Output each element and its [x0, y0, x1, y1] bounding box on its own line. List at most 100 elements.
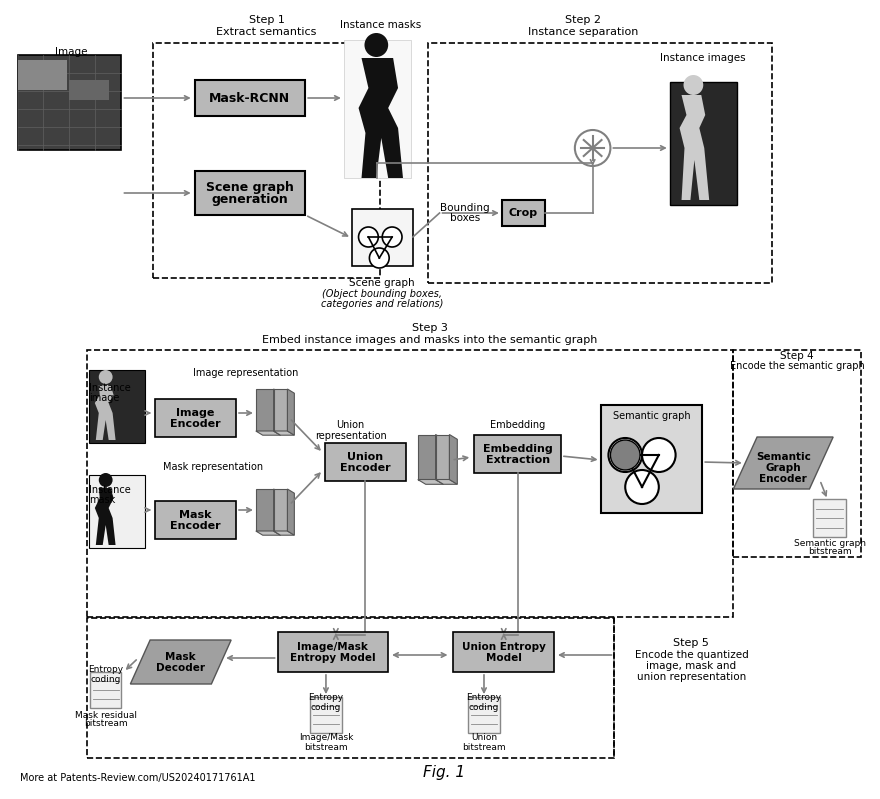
Text: Graph: Graph — [766, 463, 801, 473]
Text: Encoder: Encoder — [341, 463, 391, 473]
FancyBboxPatch shape — [194, 171, 305, 215]
Text: Encoder: Encoder — [170, 419, 221, 429]
Text: Encode the semantic graph: Encode the semantic graph — [730, 361, 864, 371]
Polygon shape — [274, 531, 294, 535]
Text: Entropy Model: Entropy Model — [290, 653, 376, 663]
Bar — [670, 82, 737, 205]
Text: Mask residual: Mask residual — [75, 710, 136, 720]
Bar — [733, 350, 862, 557]
Polygon shape — [130, 640, 231, 684]
FancyBboxPatch shape — [310, 697, 341, 733]
FancyBboxPatch shape — [418, 435, 436, 479]
Polygon shape — [358, 58, 403, 178]
Text: Entropy: Entropy — [308, 694, 343, 702]
Text: union representation: union representation — [637, 672, 746, 682]
FancyBboxPatch shape — [436, 435, 450, 479]
Circle shape — [382, 227, 402, 247]
Circle shape — [608, 438, 642, 472]
Text: Image: Image — [176, 408, 215, 418]
Text: boxes: boxes — [450, 213, 480, 223]
Polygon shape — [418, 479, 444, 484]
Text: Scene graph: Scene graph — [206, 181, 294, 194]
Bar — [153, 43, 380, 278]
Text: Encoder: Encoder — [759, 474, 807, 484]
Text: categories and relations): categories and relations) — [321, 299, 444, 309]
Text: bitstream: bitstream — [304, 742, 348, 752]
Text: image, mask and: image, mask and — [646, 661, 737, 671]
Circle shape — [99, 370, 113, 384]
Text: Decoder: Decoder — [157, 663, 205, 673]
Text: Instance masks: Instance masks — [340, 20, 421, 30]
Bar — [87, 350, 733, 617]
Text: Union: Union — [336, 420, 365, 430]
Polygon shape — [274, 489, 281, 535]
Bar — [89, 370, 145, 443]
FancyBboxPatch shape — [468, 697, 500, 733]
Text: Semantic: Semantic — [756, 452, 810, 462]
Text: Union: Union — [348, 452, 384, 462]
Text: Embedding: Embedding — [483, 444, 553, 454]
Polygon shape — [288, 389, 294, 435]
Text: Step 4: Step 4 — [781, 351, 814, 361]
Circle shape — [364, 33, 388, 57]
Text: coding: coding — [91, 674, 121, 683]
FancyBboxPatch shape — [90, 672, 121, 708]
FancyBboxPatch shape — [474, 435, 561, 473]
Polygon shape — [450, 435, 458, 484]
Polygon shape — [436, 435, 444, 484]
Text: Entropy: Entropy — [466, 694, 502, 702]
Text: coding: coding — [311, 702, 341, 711]
Text: Step 2: Step 2 — [565, 15, 601, 25]
Text: mask: mask — [89, 495, 115, 505]
Text: Mask: Mask — [165, 652, 196, 662]
Text: Scene graph: Scene graph — [349, 278, 415, 288]
Text: Image representation: Image representation — [193, 368, 298, 378]
Text: Encode the quantized: Encode the quantized — [634, 650, 748, 660]
Text: Semantic graph: Semantic graph — [613, 411, 691, 421]
FancyBboxPatch shape — [813, 499, 846, 537]
FancyBboxPatch shape — [194, 80, 305, 116]
FancyBboxPatch shape — [274, 489, 288, 531]
Text: Instance separation: Instance separation — [528, 27, 638, 37]
Text: Semantic graph: Semantic graph — [794, 539, 866, 547]
Bar — [18, 55, 121, 150]
Circle shape — [575, 130, 611, 166]
Bar — [87, 618, 614, 758]
Text: bitstream: bitstream — [462, 742, 506, 752]
Polygon shape — [679, 95, 709, 200]
Text: Instance images: Instance images — [661, 53, 746, 63]
Circle shape — [358, 227, 378, 247]
Text: Embed instance images and masks into the semantic graph: Embed instance images and masks into the… — [262, 335, 598, 345]
Text: bitstream: bitstream — [84, 720, 128, 729]
Bar — [89, 475, 145, 548]
Text: Image/Mask: Image/Mask — [299, 733, 353, 742]
Text: Mask-RCNN: Mask-RCNN — [209, 92, 290, 105]
Text: Mask representation: Mask representation — [163, 462, 263, 472]
FancyBboxPatch shape — [274, 389, 288, 431]
Polygon shape — [256, 431, 281, 435]
Polygon shape — [436, 479, 458, 484]
Text: bitstream: bitstream — [808, 547, 852, 556]
Text: Extraction: Extraction — [486, 455, 550, 465]
FancyBboxPatch shape — [256, 489, 274, 531]
Text: Fig. 1: Fig. 1 — [423, 765, 466, 781]
FancyBboxPatch shape — [453, 632, 554, 672]
Circle shape — [684, 75, 703, 95]
Text: Entropy: Entropy — [88, 666, 123, 674]
Text: representation: representation — [315, 431, 386, 441]
Bar — [344, 40, 411, 178]
Bar — [70, 80, 108, 100]
Text: Step 3: Step 3 — [412, 323, 448, 333]
Text: coding: coding — [469, 702, 499, 711]
Text: Mask: Mask — [180, 510, 212, 520]
Polygon shape — [288, 489, 294, 535]
FancyBboxPatch shape — [325, 443, 406, 481]
FancyBboxPatch shape — [155, 501, 236, 539]
Circle shape — [642, 438, 676, 472]
Bar — [352, 209, 413, 266]
Text: Extract semantics: Extract semantics — [216, 27, 317, 37]
FancyBboxPatch shape — [502, 200, 546, 226]
Text: Union: Union — [471, 733, 497, 742]
Text: (Object bounding boxes,: (Object bounding boxes, — [322, 289, 443, 299]
Polygon shape — [274, 431, 294, 435]
